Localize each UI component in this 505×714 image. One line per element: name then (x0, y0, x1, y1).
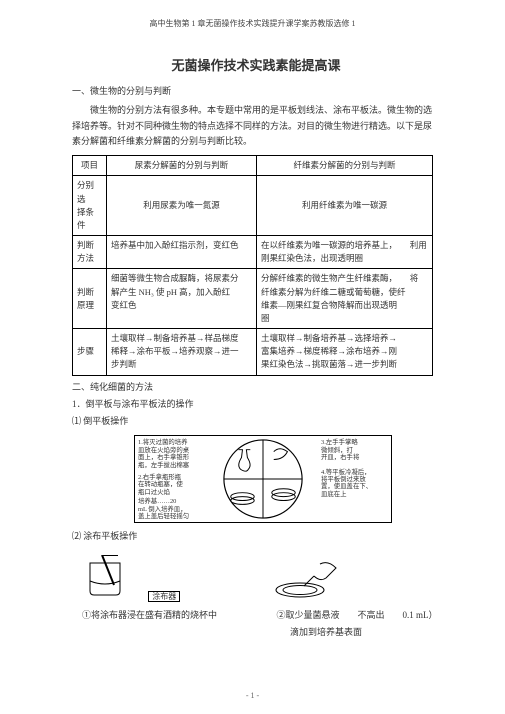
compare-table: 项目 尿素分解菌的分别与判断 纤维素分解菌的分别与判断 分别选择条件 利用尿素为… (72, 155, 433, 375)
fig1-step2: 2.右手拿瓶形瓶 在转动瓶塞，使 瓶口过火焰 (138, 474, 205, 496)
doc-title: 无菌操作技术实践素能提高课 (72, 55, 440, 74)
page-header: 高中生物第 1 章无菌操作技术实践提升课学案苏教版选修 1 (0, 0, 505, 29)
section2-sub1: ⑴ 倒平板操作 (72, 414, 440, 429)
table-header-row: 项目 尿素分解菌的分别与判断 纤维素分解菌的分别与判断 (73, 156, 433, 176)
th-2: 纤维素分解菌的分别与判断 (257, 156, 433, 176)
th-0: 项目 (73, 156, 107, 176)
figure-spread-plate: 涂布器 (82, 555, 440, 602)
pour-plate-diagram-icon (208, 436, 318, 522)
fig1-step1: 1.将灭过菌的培养 皿放在火焰旁的桌 面上，右手拿锥形 瓶，左手拔出棉塞 (138, 439, 205, 468)
table-row: 判断原理 细菌等微生物合成脲酶，将尿素分 解产生 NH₃ 使 pH 高，加入酚红… (73, 269, 433, 329)
th-1: 尿素分解菌的分别与判断 (107, 156, 257, 176)
pipette-dish-icon (270, 560, 350, 600)
figure-pour-plate: 1.将灭过菌的培养 皿放在火焰旁的桌 面上，右手拿锥形 瓶，左手拔出棉塞 2.右… (134, 435, 392, 523)
fig1-bottom-note: 培养基……20 mL 倒入培养皿， 盖上盖后轻轻摇匀 (138, 498, 210, 520)
page-number: - 1 - (0, 691, 505, 700)
section2-heading: 二、纯化细菌的方法 (72, 380, 440, 395)
table-row: 分别选择条件 利用尿素为唯一氮源 利用纤维素为唯一碳源 (73, 176, 433, 236)
spreader-label: 涂布器 (148, 591, 180, 602)
beaker-spreader-icon (82, 555, 142, 599)
section1-para: 微生物的分别方法有很多种。本专题中常用的是平板划线法、涂布平板法。微生物的选择培… (72, 103, 440, 149)
fig2-cap2a: ②取少量菌悬液 不高出 0.1 mL） (276, 608, 440, 621)
fig2-cap2b: 滴加到培养基表面 (212, 625, 440, 638)
table-row: 步骤 土壤取样→制备培养基→样品梯度 稀释→涂布平板→培养观察→进一 步判断 土… (73, 329, 433, 376)
fig1-step3: 3.左手手掌略 微倾斜，打 开皿，右手将 (321, 439, 388, 461)
fig1-step4: 4.等平板冷凝后， 将平板倒过来放 置，使皿盖在下、 皿底在上 (321, 469, 388, 498)
section2-item1: 1．倒平板与涂布平板法的操作 (72, 397, 440, 412)
table-row: 判断方法 培养基中加入酚红指示剂，变红色 在以纤维素为唯一碳源的培养基上， 利用… (73, 236, 433, 269)
fig2-cap1: ①将涂布器浸在盛有酒精的烧杯中 (82, 608, 236, 621)
section2-sub2: ⑵ 涂布平板操作 (72, 529, 440, 544)
section1-heading: 一、微生物的分别与判断 (72, 84, 440, 99)
